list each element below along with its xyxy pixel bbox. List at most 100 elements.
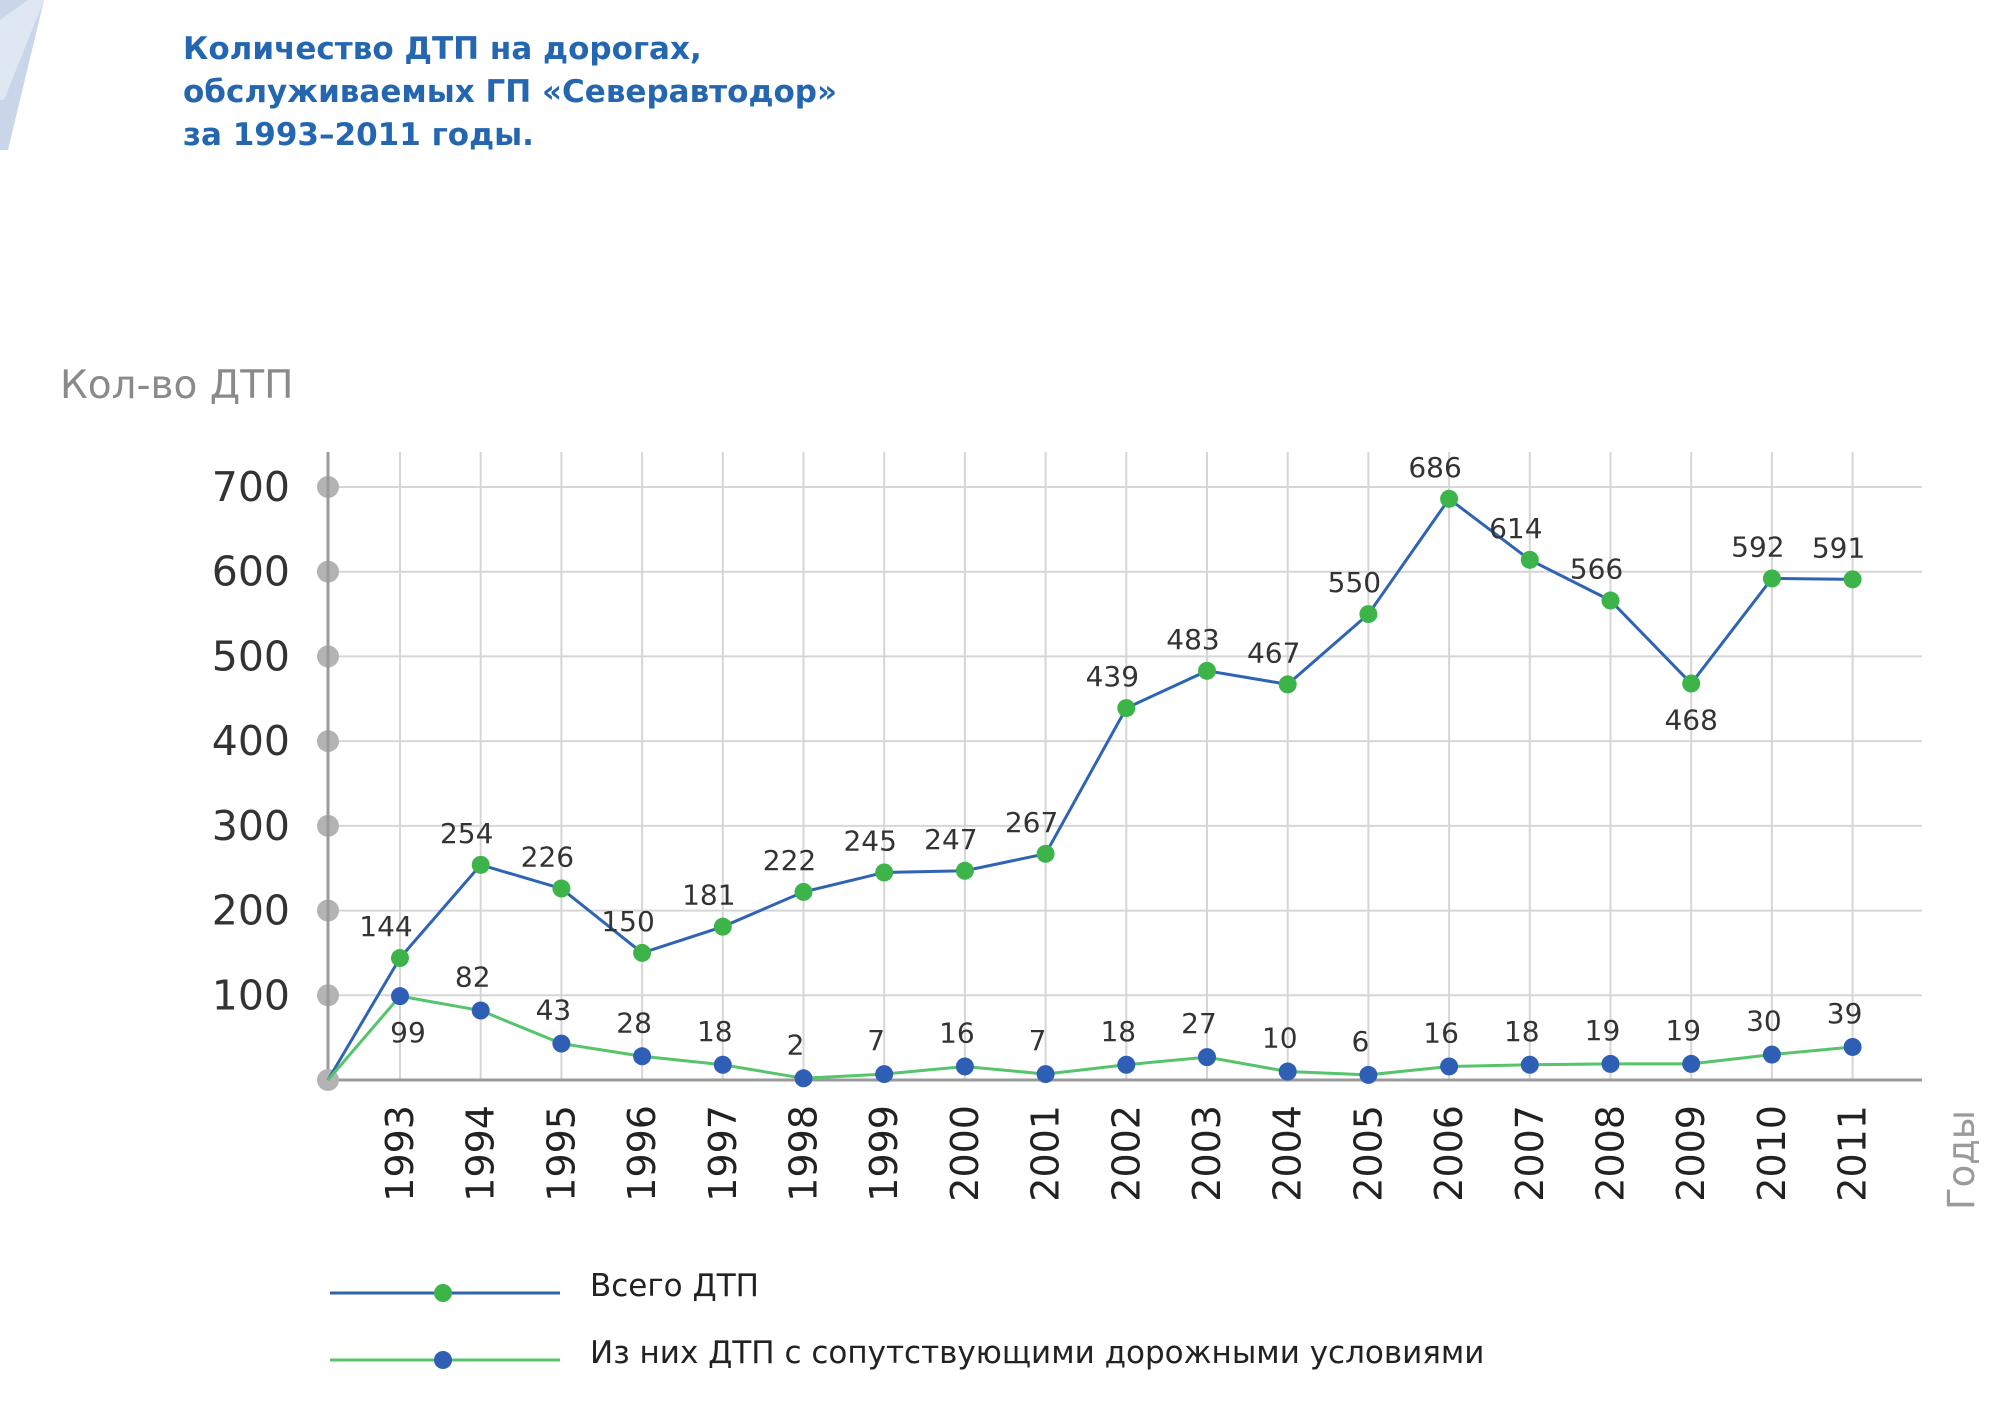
data-point-total [1762,569,1781,588]
x-tick-label: 2003 [1185,1105,1229,1202]
chart-series [326,489,1862,1088]
x-tick-label: 1999 [862,1105,906,1202]
data-label-road-conditions: 7 [867,1024,885,1057]
chart-title-line: обслуживаемых ГП «Северавтодор» [183,74,837,110]
x-tick-label: 2007 [1508,1105,1552,1202]
y-axis-label: Кол-во ДТП [60,363,293,408]
data-label-total: 150 [601,905,654,938]
x-tick-label: 1996 [620,1105,664,1202]
x-axis-label: Годы [1940,1110,1983,1210]
data-point-total [552,879,571,898]
x-tick-label: 2010 [1750,1105,1794,1202]
data-point-total [1520,550,1539,569]
y-tick-label: 200 [212,887,290,935]
data-label-total: 245 [843,824,896,857]
legend-marker [434,1351,452,1369]
data-point-total [794,882,813,901]
data-point-total [713,917,732,936]
data-point-road-conditions [1440,1057,1459,1076]
data-label-road-conditions: 7 [1029,1024,1047,1057]
data-point-road-conditions [1278,1062,1297,1081]
x-tick-label: 2001 [1024,1105,1068,1202]
data-point-road-conditions [794,1069,813,1088]
data-point-total [1359,605,1378,624]
data-label-road-conditions: 16 [939,1016,975,1049]
legend-label: Всего ДТП [590,1268,759,1304]
y-tick-labels: 100 200 300 400 500 600 700 [212,463,290,1019]
y-tick-label: 400 [212,717,290,765]
x-tick-label: 1995 [539,1105,583,1202]
x-tick-label: 1998 [782,1105,826,1202]
data-label-road-conditions: 18 [1504,1015,1540,1048]
data-label-total: 267 [1005,806,1058,839]
data-point-total [1843,570,1862,589]
data-label-road-conditions: 99 [390,1016,426,1049]
y-tick-label: 500 [212,632,290,680]
data-point-road-conditions [391,987,409,1006]
data-label-road-conditions: 43 [536,994,572,1027]
legend-marker [434,1284,452,1302]
data-point-road-conditions [1520,1055,1539,1074]
data-label-total: 247 [924,823,977,856]
data-label-total: 566 [1570,553,1623,586]
data-label-total: 614 [1489,512,1542,545]
y-tick-label: 100 [212,971,290,1019]
data-label-road-conditions: 18 [1100,1015,1136,1048]
data-point-total [471,855,490,874]
x-tick-label: 1993 [378,1105,422,1202]
chart-title-line: Количество ДТП на дорогах, [183,31,702,67]
x-tick-labels: 1993 1994 1995 1996 1997 1998 1999 2000 2001 2002… [378,1105,1875,1202]
data-label-total: 226 [521,841,574,874]
x-tick-label: 2008 [1589,1105,1633,1202]
data-label-road-conditions: 39 [1827,997,1863,1030]
data-point-road-conditions [1682,1054,1701,1073]
data-point-total [1682,674,1701,693]
data-point-total [1198,661,1216,680]
data-label-total: 222 [763,844,816,877]
data-point-total [1117,699,1136,718]
data-label-road-conditions: 2 [787,1028,805,1061]
data-label-road-conditions: 18 [697,1015,733,1048]
data-point-road-conditions [1843,1037,1862,1056]
data-label-total: 467 [1247,636,1300,669]
series-line-total [326,496,1853,1081]
data-label-road-conditions: 6 [1351,1025,1369,1058]
data-point-total [1036,844,1055,863]
data-point-road-conditions [1198,1048,1216,1067]
legend-label: Из них ДТП с сопутствующими дорожными ус… [590,1335,1484,1371]
data-label-total: 550 [1328,566,1381,599]
data-label-total: 686 [1408,451,1461,484]
y-tick-label: 700 [212,463,290,511]
data-label-total: 468 [1664,704,1717,737]
x-tick-label: 2002 [1104,1105,1148,1202]
data-label-total: 144 [359,910,412,943]
data-label-road-conditions: 82 [455,961,491,994]
y-tick-label: 600 [212,548,290,596]
data-label-total: 592 [1731,530,1784,563]
y-tick-label: 300 [212,802,290,850]
data-point-total [955,861,974,880]
data-point-road-conditions [1117,1055,1136,1074]
data-point-road-conditions [875,1065,894,1084]
data-label-total: 439 [1086,660,1139,693]
x-tick-label: 1997 [701,1105,745,1202]
data-point-road-conditions [713,1055,732,1074]
x-tick-label: 2009 [1669,1105,1713,1202]
chart-title: Количество ДТП на дорогах, обслуживаемых… [183,28,837,157]
data-point-total [1601,591,1620,610]
data-label-road-conditions: 19 [1585,1014,1621,1047]
data-point-total [1278,675,1297,694]
x-tick-label: 2000 [943,1105,987,1202]
data-point-total [875,863,894,882]
chart-grid [328,452,1922,1080]
data-label-total: 591 [1812,531,1865,564]
x-tick-label: 1994 [459,1105,503,1202]
data-label-total: 483 [1166,623,1219,656]
x-tick-label: 2006 [1427,1105,1471,1202]
data-label-road-conditions: 16 [1423,1016,1459,1049]
data-point-road-conditions [633,1047,652,1066]
x-tick-label: 2005 [1346,1105,1390,1202]
data-label-total: 181 [682,879,735,912]
chart-legend: Всего ДТП Из них ДТП с сопутствующими дор… [330,1268,1484,1371]
